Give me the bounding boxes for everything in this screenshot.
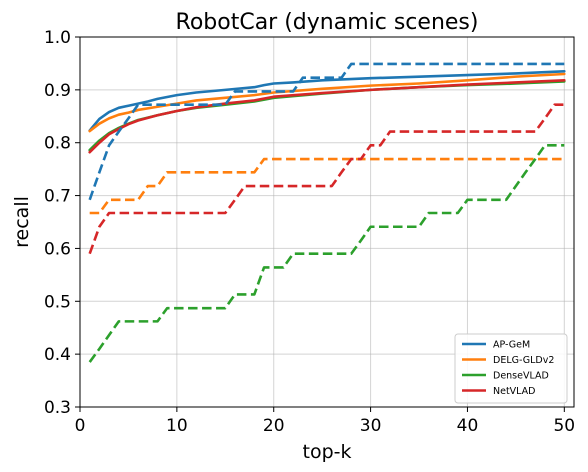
series-line-ap-gem-solid — [88, 70, 566, 132]
series-line-netvlad-dashed — [88, 103, 565, 255]
y-axis-label: recall — [11, 196, 33, 248]
legend-label: DenseVLAD — [493, 371, 549, 382]
y-tick-label: 0.7 — [44, 187, 71, 207]
series-line-ap-gem-dashed — [88, 62, 565, 201]
y-tick-label: 0.5 — [44, 292, 71, 312]
legend-box — [454, 333, 568, 404]
x-axis-label: top-k — [303, 441, 352, 463]
series-line-delg-gldv2-solid — [88, 72, 566, 133]
series-line-delg-gldv2-dashed — [89, 157, 565, 215]
y-tick-label: 0.8 — [44, 134, 71, 154]
y-tick-label: 0.4 — [44, 345, 71, 365]
y-tick-label: 1.0 — [44, 28, 71, 48]
y-tick-label: 0.3 — [44, 398, 71, 418]
legend: AP-GeM DELG-GLDv2 DenseVLAD NetVLAD — [454, 333, 568, 404]
axes-frame — [79, 36, 575, 408]
legend-label: AP-GeM — [493, 340, 530, 351]
x-tick-label: 0 — [75, 416, 86, 436]
chart-title: RobotCar (dynamic scenes) — [176, 10, 479, 35]
y-tick-label: 0.9 — [44, 81, 71, 101]
x-tick-label: 20 — [263, 416, 285, 436]
series-line-densevlad-dashed — [88, 144, 565, 363]
x-tick-label: 30 — [360, 416, 382, 436]
legend-label: DELG-GLDv2 — [493, 355, 554, 366]
legend-label: NetVLAD — [493, 386, 536, 397]
x-tick-label: 10 — [166, 416, 188, 436]
series-line-netvlad-solid — [88, 79, 566, 154]
x-tick-label: 40 — [457, 416, 479, 436]
y-tick-label: 0.6 — [44, 239, 71, 259]
x-tick-label: 50 — [553, 416, 575, 436]
